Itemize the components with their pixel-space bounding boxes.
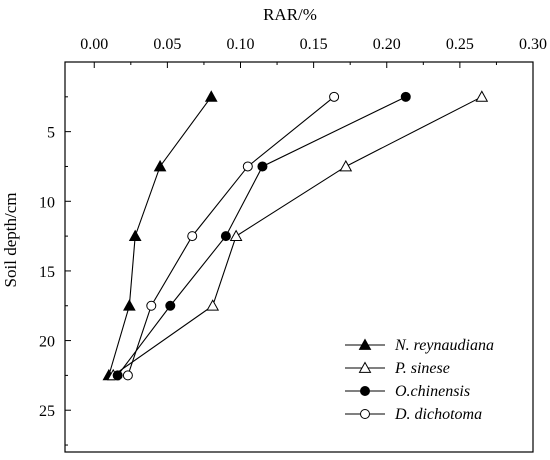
x-tick-label: 0.25 <box>446 36 474 53</box>
y-axis-label: Soil depth/cm <box>1 193 20 288</box>
legend-item: D. dichotoma <box>345 406 482 423</box>
legend-label: P. sinese <box>394 360 450 377</box>
data-point <box>242 161 253 172</box>
series-line <box>112 96 483 376</box>
data-point <box>165 300 176 311</box>
x-ticks: 0.00 0.05 0.10 0.15 0.20 0.25 0.30 <box>80 36 547 68</box>
y-tick-label: 15 <box>39 264 55 281</box>
y-tick-label: 25 <box>39 403 55 420</box>
x-tick-label: 0.10 <box>227 36 255 53</box>
legend-marker <box>358 361 372 373</box>
data-point <box>112 370 123 381</box>
data-point <box>475 90 489 102</box>
series-line <box>117 96 407 376</box>
data-point <box>329 91 340 102</box>
legend: N. reynaudiana P. sinese O.chinensis D. dic… <box>345 337 494 423</box>
data-point <box>220 231 231 242</box>
x-axis-label: RAR/% <box>263 5 317 24</box>
series-1 <box>106 90 489 381</box>
series-group <box>102 90 489 381</box>
data-point <box>204 90 218 102</box>
legend-item: O.chinensis <box>345 383 470 400</box>
y-tick-label: 10 <box>39 194 55 211</box>
data-point <box>339 159 353 172</box>
series-line <box>127 96 335 376</box>
x-tick-label: 0.15 <box>300 36 328 53</box>
data-point <box>187 231 198 242</box>
data-point <box>400 91 411 102</box>
y-tick-label: 20 <box>39 334 55 351</box>
x-tick-label: 0.05 <box>153 36 181 53</box>
legend-label: N. reynaudiana <box>394 337 494 354</box>
data-point <box>206 299 220 311</box>
series-0 <box>102 90 218 381</box>
data-point <box>128 229 142 242</box>
data-point <box>229 229 243 242</box>
legend-marker <box>358 338 372 350</box>
legend-item: N. reynaudiana <box>345 337 494 354</box>
x-tick-label: 0.20 <box>373 36 401 53</box>
legend-label: O.chinensis <box>395 383 470 400</box>
legend-marker <box>360 409 370 419</box>
data-point <box>257 161 268 172</box>
series-3 <box>122 91 340 381</box>
legend-item: P. sinese <box>345 360 450 377</box>
plot-frame <box>64 61 534 453</box>
data-point <box>123 299 136 311</box>
legend-marker <box>360 386 370 396</box>
data-point <box>146 300 157 311</box>
x-tick-label: 0.00 <box>80 36 108 53</box>
data-point <box>153 159 167 172</box>
series-2 <box>112 91 411 381</box>
y-tick-label: 5 <box>47 125 55 142</box>
data-point <box>122 370 133 381</box>
y-ticks: 5 10 15 20 25 <box>39 96 71 446</box>
x-tick-label: 0.30 <box>519 36 547 53</box>
legend-label: D. dichotoma <box>394 406 482 423</box>
